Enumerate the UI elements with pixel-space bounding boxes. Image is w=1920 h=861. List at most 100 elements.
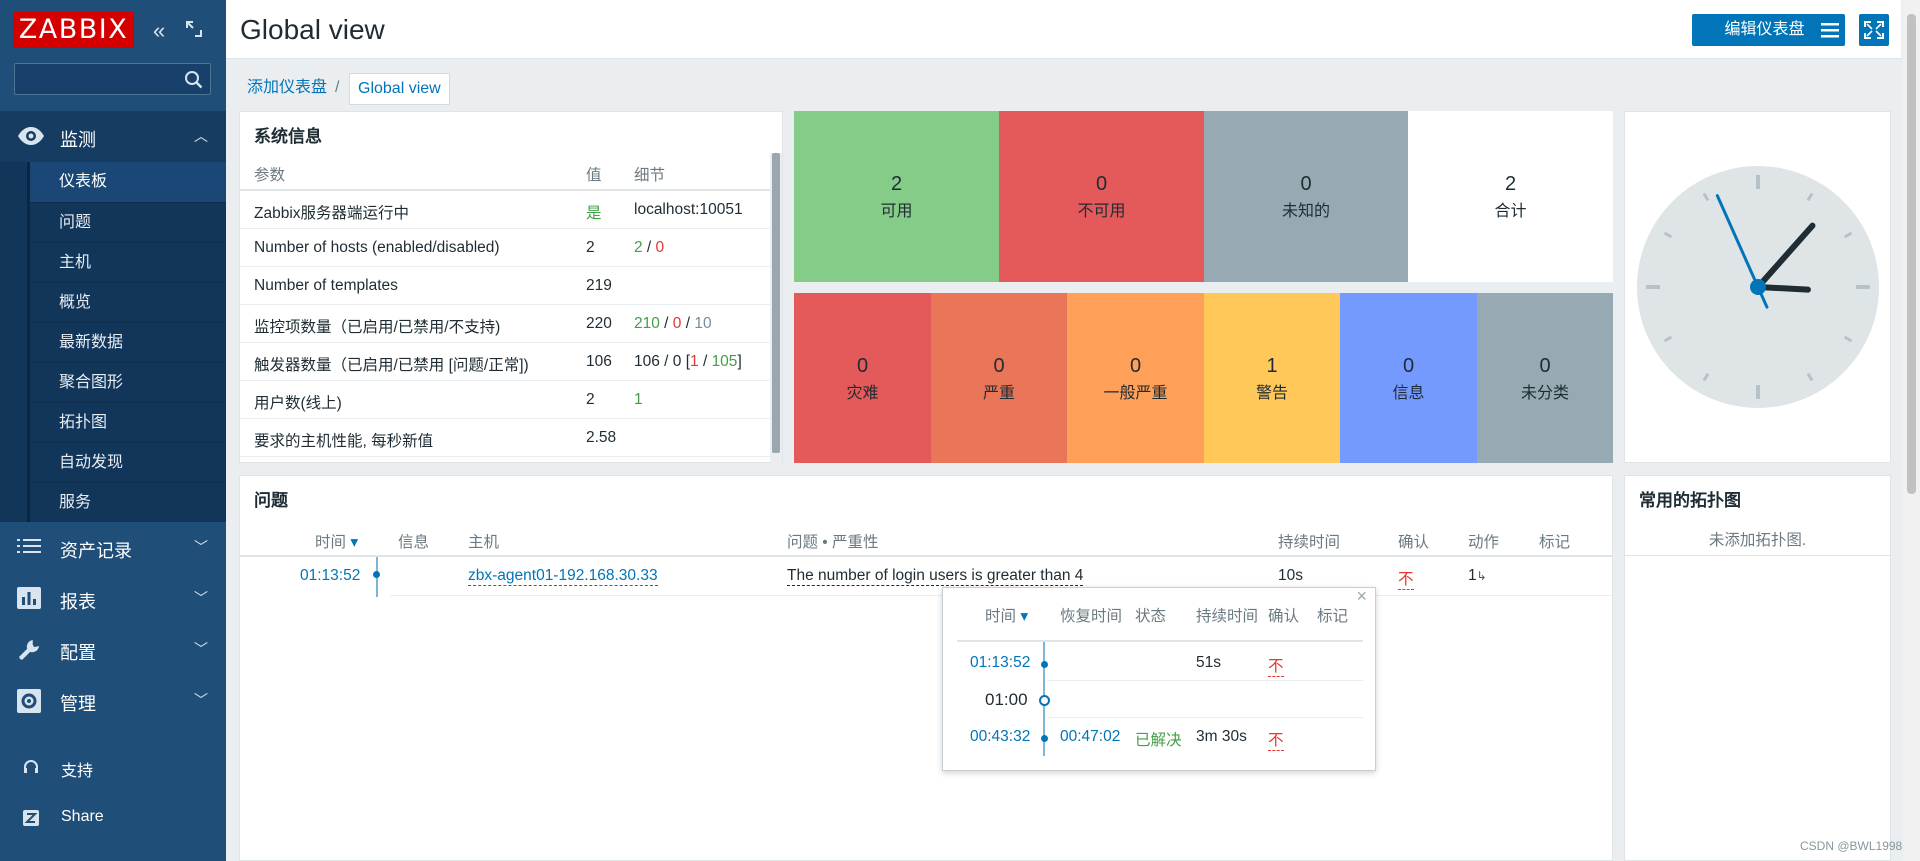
- clock-tick: [1806, 372, 1814, 382]
- tile-available[interactable]: 2 可用: [794, 111, 999, 282]
- col-time-label: 时间: [985, 608, 1017, 625]
- tile-high[interactable]: 0 严重: [931, 293, 1067, 463]
- sidebar-item-maps[interactable]: 拓扑图: [30, 402, 226, 442]
- headset-icon: [22, 758, 40, 776]
- menu-configuration[interactable]: 配置 ﹀: [0, 624, 226, 675]
- host-link[interactable]: zbx-agent01-192.168.30.33: [468, 567, 658, 586]
- kiosk-mode-icon[interactable]: [185, 20, 203, 42]
- param-text: 要求的主机性能, 每秒新值: [254, 433, 434, 450]
- chevron-down-icon: ﹀: [194, 590, 208, 606]
- fullscreen-icon: [1864, 21, 1884, 44]
- ack-link[interactable]: 不: [1268, 728, 1284, 751]
- widget-scrollbar[interactable]: [770, 153, 782, 463]
- tile-label: 灾难: [846, 385, 879, 402]
- menu-reports[interactable]: 报表 ﹀: [0, 573, 226, 624]
- tile-label: 不可用: [1077, 203, 1126, 220]
- col-tags: 标记: [1317, 608, 1349, 625]
- col-problem: 问题 • 严重性: [787, 534, 879, 551]
- value-text: 2.58: [586, 429, 617, 446]
- tile-average[interactable]: 0 一般严重: [1067, 293, 1204, 463]
- tile-total[interactable]: 2 合计: [1408, 111, 1613, 282]
- sidebar-item-latest-data[interactable]: 最新数据: [30, 322, 226, 362]
- monitoring-submenu: 仪表板 问题 主机 概览 最新数据 聚合图形 拓扑图 自动发现 服务: [0, 162, 226, 522]
- chevron-down-icon: ﹀: [194, 641, 208, 657]
- detail-text: 210 / 0 / 10: [634, 315, 712, 333]
- tile-count: 2: [890, 173, 903, 195]
- table-row: 01:13:52 zbx-agent01-192.168.30.33 The n…: [240, 557, 1612, 597]
- edit-dashboard-button[interactable]: 编辑仪表盘: [1692, 14, 1837, 46]
- table-row: 用户数(线上) 2 1: [240, 381, 770, 419]
- sidebar-item-hosts[interactable]: 主机: [30, 242, 226, 282]
- ack-link[interactable]: 不: [1398, 567, 1414, 590]
- clock-tick: [1702, 192, 1710, 202]
- menu-share[interactable]: Share: [0, 798, 226, 838]
- scrollbar-thumb[interactable]: [1907, 14, 1916, 494]
- menu-support[interactable]: 支持: [0, 747, 226, 787]
- table-row: 要求的主机性能, 每秒新值 2.58: [240, 419, 770, 457]
- unsupported-count: 10: [694, 315, 712, 332]
- sort-desc-icon: ▾: [350, 534, 359, 551]
- tile-count: 0: [993, 355, 1005, 377]
- chevron-down-icon: ﹀: [194, 692, 208, 708]
- sidebar-item-services[interactable]: 服务: [30, 482, 226, 522]
- share-icon: [22, 809, 40, 827]
- sidebar-item-dashboard[interactable]: 仪表板: [30, 162, 226, 202]
- search-icon[interactable]: [184, 70, 204, 95]
- sidebar-item-overview[interactable]: 概览: [30, 282, 226, 322]
- ack-link[interactable]: 不: [1268, 654, 1284, 677]
- value-text: 是: [586, 205, 602, 222]
- problem-name-link[interactable]: The number of login users is greater tha…: [787, 567, 1084, 586]
- tile-information[interactable]: 0 信息: [1340, 293, 1477, 463]
- tile-disaster[interactable]: 0 灾难: [794, 293, 931, 463]
- collapse-sidebar-icon[interactable]: «: [153, 18, 166, 43]
- duration-text: 10s: [1278, 567, 1303, 584]
- sidebar-item-problems[interactable]: 问题: [30, 202, 226, 242]
- dashboard-actions-button[interactable]: [1815, 14, 1845, 46]
- table-header: 参数 值 细节: [240, 153, 770, 191]
- tile-label: 未知的: [1281, 203, 1330, 220]
- menu-monitoring[interactable]: 监测 ︿: [0, 111, 226, 162]
- event-time-link[interactable]: 00:43:32: [970, 728, 1031, 745]
- page-title: Global view: [240, 14, 385, 45]
- col-time-label: 时间: [315, 534, 347, 551]
- col-time[interactable]: 时间 ▾: [985, 604, 1028, 626]
- actions-count: 1: [1468, 567, 1477, 584]
- enabled-disabled: 106 / 0 [: [634, 353, 691, 370]
- actions-link[interactable]: 1↳: [1468, 567, 1487, 585]
- duration-text: 3m 30s: [1196, 728, 1247, 745]
- widget-title: 常用的拓扑图: [1639, 491, 1741, 510]
- tile-unavailable[interactable]: 0 不可用: [999, 111, 1204, 282]
- disabled-count: 0: [655, 239, 665, 256]
- tile-label: 合计: [1494, 203, 1527, 220]
- col-time[interactable]: 时间 ▾: [315, 530, 358, 552]
- recovery-time-link[interactable]: 00:47:02: [1060, 728, 1121, 745]
- ok-count: 105: [711, 353, 738, 370]
- clock-tick: [1843, 231, 1853, 239]
- hour-hand: [1755, 284, 1811, 293]
- breadcrumb-current[interactable]: Global view: [349, 73, 450, 105]
- timeline-dot: [1041, 661, 1048, 668]
- sidebar-search-input[interactable]: [14, 63, 211, 95]
- tile-warning[interactable]: 1 警告: [1204, 293, 1340, 463]
- problem-time-link[interactable]: 01:13:52: [300, 567, 361, 584]
- fullscreen-button[interactable]: [1859, 14, 1889, 46]
- menu-reports-label: 报表: [60, 592, 96, 612]
- table-row: Number of hosts (enabled/disabled) 2 2 /…: [240, 229, 770, 267]
- tile-not-classified[interactable]: 0 未分类: [1477, 293, 1613, 463]
- col-ack: 确认: [1268, 608, 1300, 625]
- timeline-marker-time: 01:00: [985, 690, 1028, 709]
- menu-inventory[interactable]: 资产记录 ﹀: [0, 522, 226, 573]
- zabbix-logo[interactable]: ZABBIX: [13, 12, 134, 48]
- tile-unknown[interactable]: 0 未知的: [1204, 111, 1408, 282]
- table-row: Number of templates 219: [240, 267, 770, 305]
- event-time-link[interactable]: 01:13:52: [970, 654, 1031, 671]
- breadcrumb-dashboards[interactable]: 添加仪表盘: [247, 79, 328, 96]
- menu-administration[interactable]: 管理 ﹀: [0, 675, 226, 726]
- clock-tick: [1663, 231, 1673, 239]
- sidebar-item-discovery[interactable]: 自动发现: [30, 442, 226, 482]
- sidebar-item-screens[interactable]: 聚合图形: [30, 362, 226, 402]
- widget-title: 问题: [254, 491, 288, 510]
- system-info-table: 参数 值 细节 Zabbix服务器端运行中 是 localhost:10051 …: [240, 153, 770, 457]
- page-scrollbar[interactable]: [1903, 0, 1920, 861]
- close-icon[interactable]: ×: [1356, 586, 1367, 606]
